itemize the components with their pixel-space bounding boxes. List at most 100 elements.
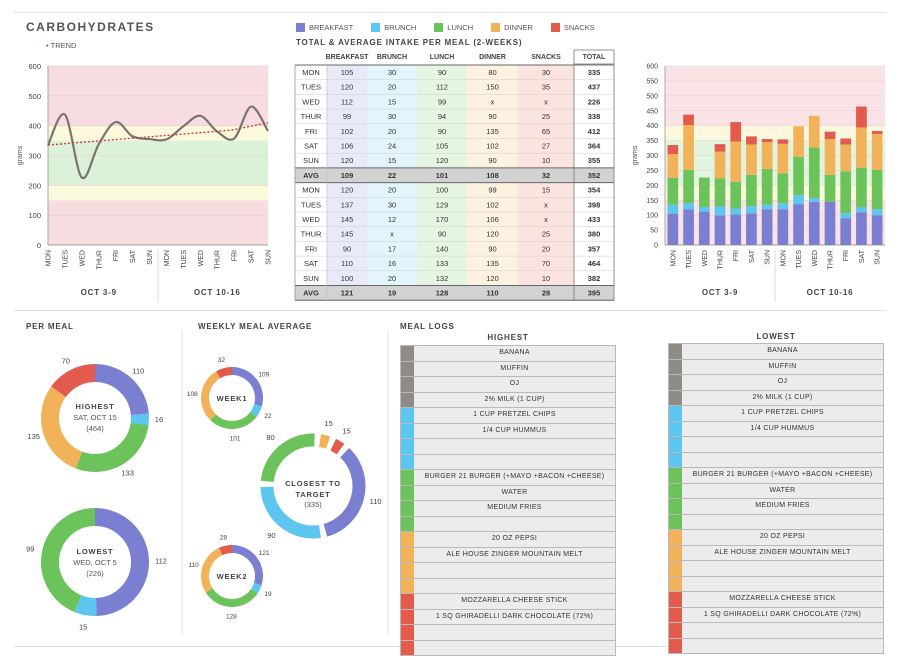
log-row: BURGER 21 BURGER (+MAYO +BACON +CHEESE)	[400, 470, 616, 486]
log-meal-marker	[401, 563, 414, 578]
log-meal-marker	[401, 547, 414, 563]
table-cell: 135	[486, 259, 499, 268]
log-meal-marker	[401, 516, 414, 532]
bar-segment-brunch	[856, 207, 867, 213]
log-item-text: MUFFIN	[500, 364, 529, 372]
table-cell: 412	[588, 127, 601, 136]
bar-segment-breakfast	[683, 209, 694, 245]
table-title: TOTAL & AVERAGE INTAKE PER MEAL (2-WEEKS…	[296, 38, 523, 47]
table-cell: TUES	[301, 83, 321, 92]
log-item-text: BURGER 21 BURGER (+MAYO +BACON +CHEESE)	[692, 471, 873, 478]
table-cell: WED	[302, 97, 320, 106]
table-cell: 120	[486, 274, 499, 283]
table-cell: 25	[542, 112, 550, 121]
bar-segment-snacks	[824, 131, 836, 140]
table-cell: 110	[486, 289, 498, 298]
y-tick-label: 50	[650, 228, 658, 235]
log-row	[668, 437, 884, 453]
bar-segment-lunch	[777, 173, 789, 204]
table-cell: 102	[486, 142, 499, 151]
table-cell: 135	[486, 127, 499, 136]
bar-segment-snacks	[683, 114, 694, 126]
slice-label: 32	[218, 357, 226, 364]
log-row: 1/4 CUP HUMMUS	[400, 423, 616, 439]
table-cell: 120	[486, 230, 499, 239]
bar-segment-dinner	[730, 141, 742, 182]
slice-label: 80	[266, 433, 274, 442]
table-cell: 137	[341, 200, 354, 209]
y-tick-label: 600	[28, 62, 41, 71]
table-cell: 112	[436, 83, 448, 92]
y-axis-label: grams	[632, 145, 639, 165]
log-item-text	[770, 564, 783, 571]
table-cell: x	[544, 215, 548, 224]
table-cell: TUES	[301, 200, 321, 209]
table-cell: 20	[542, 244, 550, 253]
table-cell: 382	[588, 274, 601, 283]
table-cell: FRI	[305, 127, 317, 136]
log-row: MEDIUM FRIES	[400, 501, 616, 517]
table-cell: 24	[388, 142, 396, 151]
bar-segment-brunch	[746, 206, 757, 214]
log-item-text	[770, 440, 783, 447]
y-tick-label: 400	[28, 122, 41, 131]
table-cell: 65	[542, 127, 550, 136]
bar-segment-snacks	[730, 122, 742, 142]
table-cell: 94	[438, 112, 446, 121]
log-meal-marker	[669, 499, 682, 514]
bar-segment-snacks	[840, 138, 852, 145]
y-tick-label: 300	[646, 153, 658, 160]
bar-segment-dinner	[667, 154, 679, 178]
x-tick-label: TUES	[796, 250, 803, 269]
table-cell: 99	[488, 186, 496, 195]
bar-segment-brunch	[871, 209, 883, 216]
bar-segment-brunch	[761, 204, 773, 210]
table-cell: MON	[302, 186, 320, 195]
slice-label: 112	[155, 557, 167, 566]
band	[48, 200, 268, 245]
bar-segment-lunch	[856, 167, 867, 208]
log-item-text: ALE HOUSE ZINGER MOUNTAIN MELT	[446, 550, 583, 558]
log-row	[668, 514, 884, 530]
log-item-text: MEDIUM FRIES	[487, 504, 542, 511]
weekly-heading: WEEKLY MEAL AVERAGE	[198, 322, 313, 331]
log-row	[400, 578, 616, 594]
log-row	[400, 563, 616, 579]
table-cell: WED	[302, 215, 320, 224]
log-row: 2% MILK (1 CUP)	[668, 390, 884, 406]
log-item-text	[502, 520, 515, 527]
bar-segment-lunch	[714, 178, 726, 207]
legend-label: DINNER	[504, 23, 533, 32]
donut-slice-lunch	[41, 508, 96, 612]
table-cell: SUN	[303, 274, 319, 283]
bar-segment-breakfast	[856, 212, 867, 245]
bar-segment-breakfast	[808, 201, 820, 245]
log-meal-marker	[669, 530, 682, 545]
trend-legend: TREND	[46, 41, 77, 50]
avg-row-bg	[295, 167, 614, 183]
bar-segment-brunch	[840, 213, 852, 219]
log-meal-marker	[669, 452, 682, 468]
y-tick-label: 0	[654, 243, 658, 250]
log-item-text: 1 SQ GHIRADELLI DARK CHOCOLATE (72%)	[435, 612, 594, 620]
slice-label: 16	[155, 415, 163, 424]
band	[665, 125, 885, 141]
table-cell: 90	[488, 156, 496, 165]
bar-segment-breakfast	[824, 201, 836, 245]
log-item-text	[502, 628, 515, 635]
bar-segment-lunch	[840, 171, 852, 214]
bar-segment-snacks	[714, 144, 726, 152]
table-cell: 133	[436, 259, 449, 268]
table-cell: 99	[438, 97, 446, 106]
bar-segment-dinner	[824, 139, 836, 175]
bar-segment-lunch	[667, 177, 679, 205]
bar-segment-snacks	[667, 145, 679, 155]
table-cell: 20	[388, 83, 396, 92]
table-cell: 90	[438, 127, 446, 136]
bar-segment-brunch	[730, 208, 742, 215]
log-meal-marker	[401, 578, 414, 594]
table-cell: 19	[388, 289, 396, 298]
y-axis-label: grams	[17, 145, 24, 165]
log-item-text	[502, 582, 515, 589]
donut-slice-dinner	[201, 547, 223, 593]
